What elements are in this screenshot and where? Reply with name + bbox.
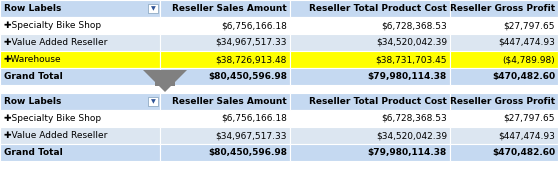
Bar	[148, 4, 158, 13]
Text: $34,520,042.39: $34,520,042.39	[376, 38, 447, 47]
Text: ✚Value Added Reseller: ✚Value Added Reseller	[4, 131, 107, 140]
Bar	[160, 110, 290, 127]
Text: Grand Total: Grand Total	[4, 148, 62, 157]
Text: $470,482.60: $470,482.60	[492, 148, 555, 157]
Bar	[290, 127, 450, 144]
Text: Reseller Sales Amount: Reseller Sales Amount	[172, 97, 287, 106]
Text: $6,728,368.53: $6,728,368.53	[381, 114, 447, 123]
Bar	[160, 0, 290, 17]
Text: Row Labels: Row Labels	[4, 97, 61, 106]
Text: $38,726,913.48: $38,726,913.48	[215, 55, 287, 64]
Bar	[290, 17, 450, 34]
Bar	[0, 51, 160, 68]
Text: ✚Specialty Bike Shop: ✚Specialty Bike Shop	[4, 114, 101, 123]
Bar	[290, 110, 450, 127]
Text: ($4,789.98): ($4,789.98)	[502, 55, 555, 64]
Text: $80,450,596.98: $80,450,596.98	[208, 72, 287, 81]
Text: $6,756,166.18: $6,756,166.18	[221, 114, 287, 123]
Polygon shape	[143, 70, 187, 92]
Bar	[160, 68, 290, 85]
Text: $79,980,114.38: $79,980,114.38	[368, 72, 447, 81]
Text: Reseller Gross Profit: Reseller Gross Profit	[450, 4, 555, 13]
Bar	[160, 144, 290, 161]
Text: $6,728,368.53: $6,728,368.53	[381, 21, 447, 30]
Bar	[0, 144, 160, 161]
Text: ✚Value Added Reseller: ✚Value Added Reseller	[4, 38, 107, 47]
Bar	[450, 127, 558, 144]
Text: $79,980,114.38: $79,980,114.38	[368, 148, 447, 157]
Bar	[450, 51, 558, 68]
Text: $6,756,166.18: $6,756,166.18	[221, 21, 287, 30]
Bar	[160, 51, 290, 68]
Bar	[290, 144, 450, 161]
Bar	[155, 70, 175, 86]
Text: Grand Total: Grand Total	[4, 72, 62, 81]
Bar	[160, 93, 290, 110]
Text: ✚Specialty Bike Shop: ✚Specialty Bike Shop	[4, 21, 101, 30]
Bar	[450, 34, 558, 51]
Text: Reseller Gross Profit: Reseller Gross Profit	[450, 97, 555, 106]
Text: $34,967,517.33: $34,967,517.33	[215, 38, 287, 47]
Bar	[160, 17, 290, 34]
Text: Reseller Total Product Cost: Reseller Total Product Cost	[309, 4, 447, 13]
Bar	[290, 93, 450, 110]
Bar	[450, 17, 558, 34]
Bar	[0, 68, 160, 85]
Text: ✚Warehouse: ✚Warehouse	[4, 55, 61, 64]
Text: $80,450,596.98: $80,450,596.98	[208, 148, 287, 157]
Bar	[450, 68, 558, 85]
Bar	[290, 34, 450, 51]
Text: $27,797.65: $27,797.65	[503, 114, 555, 123]
Bar	[0, 110, 160, 127]
Bar	[450, 110, 558, 127]
Bar	[0, 0, 160, 17]
Bar	[450, 93, 558, 110]
Bar	[290, 68, 450, 85]
Text: Reseller Total Product Cost: Reseller Total Product Cost	[309, 97, 447, 106]
Bar	[290, 0, 450, 17]
Text: $470,482.60: $470,482.60	[492, 72, 555, 81]
Bar	[450, 144, 558, 161]
Bar	[290, 51, 450, 68]
Bar	[0, 93, 160, 110]
Bar	[160, 127, 290, 144]
Text: $38,731,703.45: $38,731,703.45	[376, 55, 447, 64]
Bar	[0, 34, 160, 51]
Text: Reseller Sales Amount: Reseller Sales Amount	[172, 4, 287, 13]
Text: $447,474.93: $447,474.93	[498, 131, 555, 140]
Bar	[148, 97, 158, 106]
Text: $34,520,042.39: $34,520,042.39	[376, 131, 447, 140]
Text: ▼: ▼	[151, 99, 155, 104]
Bar	[0, 17, 160, 34]
Bar	[450, 0, 558, 17]
Text: $34,967,517.33: $34,967,517.33	[215, 131, 287, 140]
Bar	[0, 127, 160, 144]
Text: ▼: ▼	[151, 6, 155, 11]
Bar	[160, 34, 290, 51]
Text: $447,474.93: $447,474.93	[498, 38, 555, 47]
Text: $27,797.65: $27,797.65	[503, 21, 555, 30]
Text: Row Labels: Row Labels	[4, 4, 61, 13]
